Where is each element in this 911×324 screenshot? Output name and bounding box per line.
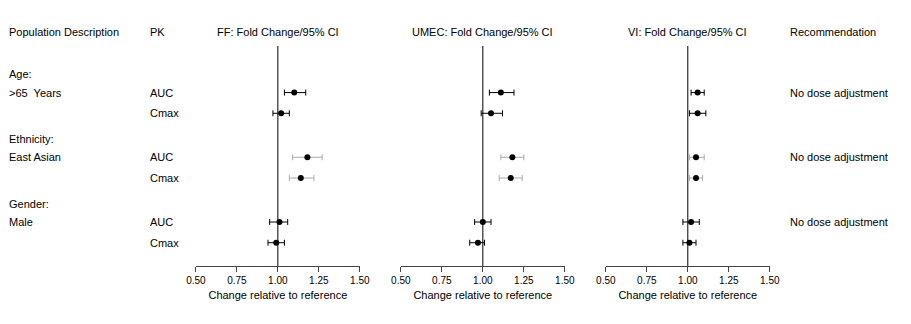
svg-text:Population Description: Population Description bbox=[9, 26, 119, 38]
svg-text:1.00: 1.00 bbox=[473, 275, 493, 286]
svg-text:No dose adjustment: No dose adjustment bbox=[790, 87, 888, 99]
svg-text:Ethnicity:: Ethnicity: bbox=[9, 133, 54, 145]
svg-text:1.25: 1.25 bbox=[309, 275, 329, 286]
svg-text:0.50: 0.50 bbox=[186, 275, 206, 286]
svg-text:0.75: 0.75 bbox=[227, 275, 247, 286]
svg-text:1.50: 1.50 bbox=[350, 275, 370, 286]
svg-text:UMEC: Fold Change/95% CI: UMEC: Fold Change/95% CI bbox=[412, 26, 553, 38]
svg-text:Cmax: Cmax bbox=[150, 172, 179, 184]
svg-text:Change relative to reference: Change relative to reference bbox=[208, 289, 347, 301]
svg-text:1.25: 1.25 bbox=[514, 275, 534, 286]
svg-text:FF: Fold Change/95% CI: FF: Fold Change/95% CI bbox=[217, 26, 339, 38]
svg-text:Male: Male bbox=[9, 216, 33, 228]
svg-text:East Asian: East Asian bbox=[9, 151, 61, 163]
svg-text:Change relative to reference: Change relative to reference bbox=[413, 289, 552, 301]
svg-text:Cmax: Cmax bbox=[150, 237, 179, 249]
svg-text:0.75: 0.75 bbox=[432, 275, 452, 286]
svg-text:AUC: AUC bbox=[150, 216, 173, 228]
svg-text:AUC: AUC bbox=[150, 87, 173, 99]
svg-text:PK: PK bbox=[150, 26, 165, 38]
svg-text:Cmax: Cmax bbox=[150, 107, 179, 119]
svg-text:No dose adjustment: No dose adjustment bbox=[790, 151, 888, 163]
svg-text:Gender:: Gender: bbox=[9, 198, 49, 210]
svg-text:0.50: 0.50 bbox=[391, 275, 411, 286]
svg-text:1.50: 1.50 bbox=[555, 275, 575, 286]
svg-text:1.50: 1.50 bbox=[760, 275, 780, 286]
svg-text:>65 Years: >65 Years bbox=[9, 87, 62, 99]
svg-text:Change relative to reference: Change relative to reference bbox=[618, 289, 757, 301]
svg-text:VI: Fold Change/95% CI: VI: Fold Change/95% CI bbox=[628, 26, 747, 38]
svg-text:1.00: 1.00 bbox=[268, 275, 288, 286]
svg-text:Recommendation: Recommendation bbox=[790, 26, 876, 38]
svg-text:0.50: 0.50 bbox=[596, 275, 616, 286]
svg-text:AUC: AUC bbox=[150, 151, 173, 163]
svg-text:Age:: Age: bbox=[9, 68, 32, 80]
svg-text:No dose adjustment: No dose adjustment bbox=[790, 216, 888, 228]
svg-text:1.00: 1.00 bbox=[678, 275, 698, 286]
svg-text:1.25: 1.25 bbox=[719, 275, 739, 286]
svg-text:0.75: 0.75 bbox=[637, 275, 657, 286]
